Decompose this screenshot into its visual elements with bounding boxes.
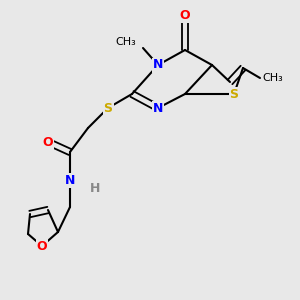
Text: N: N (153, 101, 163, 115)
Text: O: O (43, 136, 53, 148)
Text: N: N (65, 173, 75, 187)
Text: CH₃: CH₃ (115, 37, 136, 47)
Text: O: O (37, 239, 47, 253)
Text: O: O (180, 9, 190, 22)
Text: H: H (90, 182, 101, 196)
Text: CH₃: CH₃ (262, 73, 283, 83)
Text: N: N (153, 58, 163, 71)
Text: S: S (230, 88, 238, 100)
Text: S: S (103, 101, 112, 115)
